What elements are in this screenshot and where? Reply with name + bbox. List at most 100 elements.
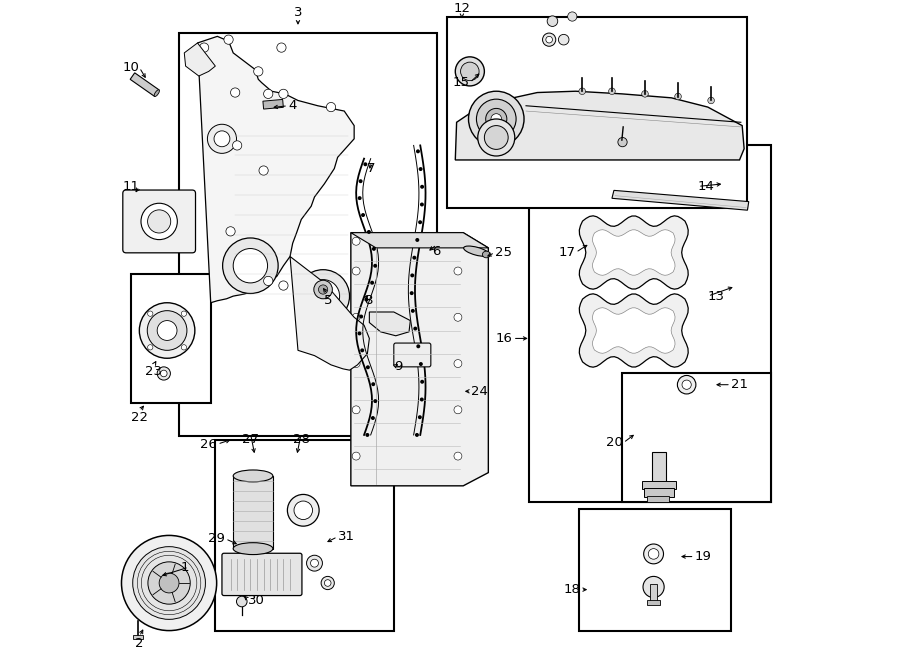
Text: 6: 6	[433, 245, 441, 258]
Bar	[647, 600, 661, 605]
Circle shape	[590, 307, 599, 316]
Text: 18: 18	[564, 583, 580, 596]
Polygon shape	[351, 233, 489, 486]
Circle shape	[420, 202, 424, 206]
Circle shape	[454, 452, 462, 460]
Circle shape	[264, 276, 273, 286]
Polygon shape	[351, 233, 489, 248]
Circle shape	[140, 303, 195, 358]
Circle shape	[222, 238, 278, 293]
Circle shape	[148, 210, 171, 233]
Circle shape	[148, 562, 190, 604]
Text: 26: 26	[201, 438, 217, 451]
Bar	[529, 145, 770, 502]
Text: 28: 28	[292, 433, 310, 446]
Circle shape	[352, 313, 360, 321]
Circle shape	[357, 331, 362, 335]
Circle shape	[279, 89, 288, 98]
Circle shape	[410, 309, 415, 313]
Circle shape	[579, 88, 586, 95]
Circle shape	[181, 344, 186, 350]
Circle shape	[707, 97, 715, 104]
Circle shape	[545, 36, 553, 43]
Circle shape	[148, 344, 153, 350]
FancyBboxPatch shape	[222, 553, 302, 596]
Circle shape	[648, 549, 659, 559]
Circle shape	[675, 93, 681, 100]
FancyBboxPatch shape	[122, 190, 195, 253]
Text: 20: 20	[607, 436, 623, 449]
Text: 23: 23	[146, 365, 162, 378]
Circle shape	[224, 35, 233, 44]
Text: 8: 8	[364, 294, 373, 307]
Circle shape	[418, 220, 422, 224]
Polygon shape	[612, 190, 749, 210]
Circle shape	[415, 238, 419, 242]
Circle shape	[181, 311, 186, 317]
Circle shape	[366, 366, 370, 369]
Circle shape	[669, 228, 678, 238]
Bar	[652, 452, 666, 484]
Text: 2: 2	[135, 637, 144, 650]
Circle shape	[420, 185, 424, 189]
Text: 1: 1	[180, 561, 189, 574]
Circle shape	[401, 350, 412, 361]
Ellipse shape	[233, 543, 273, 555]
Polygon shape	[580, 294, 688, 367]
Circle shape	[410, 291, 414, 295]
Circle shape	[307, 280, 339, 313]
Circle shape	[682, 380, 691, 389]
Circle shape	[159, 573, 179, 593]
Bar	[644, 488, 674, 497]
Circle shape	[413, 350, 424, 361]
Polygon shape	[197, 36, 355, 303]
Circle shape	[486, 108, 507, 130]
Circle shape	[365, 433, 369, 437]
Text: 16: 16	[496, 332, 513, 345]
Circle shape	[237, 596, 248, 607]
Bar	[579, 509, 731, 631]
Circle shape	[372, 315, 380, 323]
Circle shape	[413, 327, 418, 330]
Text: 17: 17	[559, 246, 576, 259]
Polygon shape	[130, 73, 159, 97]
Text: 15: 15	[453, 76, 470, 89]
Polygon shape	[184, 43, 215, 76]
Bar	[215, 440, 394, 631]
Circle shape	[360, 348, 364, 352]
Circle shape	[420, 380, 424, 384]
Ellipse shape	[233, 470, 273, 482]
Text: 25: 25	[495, 246, 512, 259]
Circle shape	[321, 576, 334, 590]
Circle shape	[410, 274, 414, 278]
Circle shape	[491, 114, 501, 124]
Circle shape	[478, 119, 515, 156]
Circle shape	[418, 415, 422, 419]
Text: 29: 29	[209, 532, 225, 545]
Circle shape	[279, 281, 288, 290]
Circle shape	[461, 62, 479, 81]
Circle shape	[547, 16, 558, 26]
Circle shape	[639, 321, 658, 340]
Circle shape	[372, 382, 375, 386]
Circle shape	[590, 345, 599, 354]
Circle shape	[543, 33, 556, 46]
Circle shape	[214, 131, 230, 147]
Text: 13: 13	[707, 290, 724, 303]
Circle shape	[200, 43, 209, 52]
Text: 7: 7	[366, 162, 375, 175]
Text: 4: 4	[288, 99, 296, 112]
Ellipse shape	[464, 246, 490, 256]
Circle shape	[484, 126, 508, 149]
Bar	[132, 635, 143, 639]
Circle shape	[367, 230, 371, 234]
Circle shape	[358, 179, 363, 183]
Bar	[179, 33, 436, 436]
Circle shape	[226, 227, 235, 236]
Circle shape	[364, 163, 367, 167]
Circle shape	[148, 311, 153, 317]
Circle shape	[678, 375, 696, 394]
Circle shape	[319, 285, 328, 294]
Circle shape	[324, 580, 331, 586]
Circle shape	[469, 91, 524, 147]
